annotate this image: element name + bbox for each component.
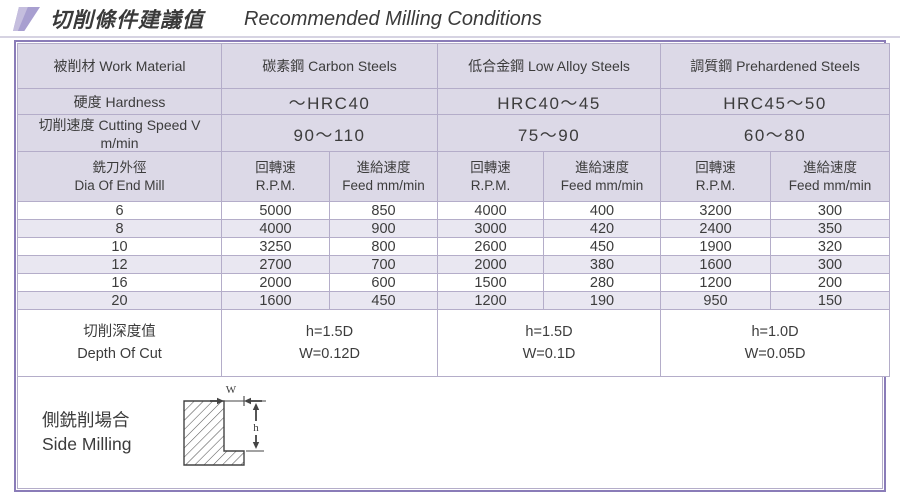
row-hardness: 硬度 Hardness ～HRC40 HRC40～45 HRC45～50 xyxy=(17,88,891,115)
row-column-headers: 銑刀外徑 Dia Of End Mill 回轉速 R.P.M. 進給速度 Feed m… xyxy=(17,151,891,202)
rpm-value: 2000 xyxy=(437,255,545,274)
dia-value: 16 xyxy=(17,273,222,292)
workpiece-shape xyxy=(183,400,245,466)
rpm-value: 2400 xyxy=(660,219,772,238)
table-row-dia-8: 8 4000 900 3000 420 2400 350 xyxy=(17,219,891,238)
title-divider xyxy=(0,36,900,38)
side-milling-label: 側銑削場合 Side Milling xyxy=(42,409,132,454)
page-title-en: Recommended Milling Conditions xyxy=(244,7,542,30)
page-title-zh: 切削條件建議值 xyxy=(50,9,204,32)
hardness-low-alloy: HRC40～45 xyxy=(437,88,662,115)
table-row-dia-6: 6 5000 850 4000 400 3200 300 xyxy=(17,201,891,220)
rpm-value: 1600 xyxy=(221,291,330,310)
feed-value: 380 xyxy=(543,255,662,274)
feed-value: 450 xyxy=(328,291,439,310)
depth-carbon: h=1.5D W=0.12D xyxy=(220,309,439,377)
feed-value: 200 xyxy=(770,273,891,292)
table-row-dia-10: 10 3250 800 2600 450 1900 320 xyxy=(17,237,891,256)
rpm-value: 3250 xyxy=(221,237,330,256)
table-row-dia-20: 20 1600 450 1200 190 950 150 xyxy=(17,291,891,310)
feed-value: 190 xyxy=(543,291,662,310)
feed-header-low-alloy: 進給速度 Feed mm/min xyxy=(543,151,662,202)
dim-width-label: W xyxy=(226,384,237,396)
rpm-value: 1500 xyxy=(437,273,545,292)
feed-value: 400 xyxy=(543,201,662,220)
feed-value: 450 xyxy=(543,237,662,256)
dia-value: 8 xyxy=(17,219,222,238)
feed-value: 420 xyxy=(543,219,662,238)
feed-value: 800 xyxy=(328,237,439,256)
row-work-material: 被削材 Work Material 碳素鋼 Carbon Steels 低合金鋼… xyxy=(17,43,891,89)
cutting-speed-label: 切削速度 Cutting Speed V m/min xyxy=(17,114,222,152)
feed-value: 320 xyxy=(770,237,891,256)
feed-value: 700 xyxy=(328,255,439,274)
row-depth-of-cut: 切削深度值 Depth Of Cut h=1.5D W=0.12D h=1.5D W=… xyxy=(17,309,891,377)
table-row-dia-12: 12 2700 700 2000 380 1600 300 xyxy=(17,255,891,274)
rpm-value: 4000 xyxy=(221,219,330,238)
depth-of-cut-label: 切削深度值 Depth Of Cut xyxy=(17,309,222,377)
rpm-value: 1600 xyxy=(660,255,772,274)
rpm-value: 5000 xyxy=(221,201,330,220)
dim-height-label: h xyxy=(253,422,259,434)
dia-value: 12 xyxy=(17,255,222,274)
rpm-value: 950 xyxy=(660,291,772,310)
rpm-value: 1200 xyxy=(437,291,545,310)
hardness-label: 硬度 Hardness xyxy=(17,88,222,115)
rpm-value: 1200 xyxy=(660,273,772,292)
dia-value: 10 xyxy=(17,237,222,256)
material-low-alloy-steels: 低合金鋼 Low Alloy Steels xyxy=(437,43,662,89)
dia-value: 6 xyxy=(17,201,222,220)
table-row-dia-16: 16 2000 600 1500 280 1200 200 xyxy=(17,273,891,292)
rpm-value: 4000 xyxy=(437,201,545,220)
feed-value: 850 xyxy=(328,201,439,220)
rpm-header-prehardened: 回轉速 R.P.M. xyxy=(660,151,772,202)
rpm-value: 3200 xyxy=(660,201,772,220)
side-milling-diagram: W h xyxy=(168,381,288,486)
speed-low-alloy: 75～90 xyxy=(437,114,662,152)
dia-value: 20 xyxy=(17,291,222,310)
feed-value: 600 xyxy=(328,273,439,292)
material-prehardened-steels: 調質鋼 Prehardened Steels xyxy=(660,43,891,89)
rpm-value: 3000 xyxy=(437,219,545,238)
work-material-label: 被削材 Work Material xyxy=(17,43,222,89)
material-carbon-steels: 碳素鋼 Carbon Steels xyxy=(220,43,439,89)
feed-value: 280 xyxy=(543,273,662,292)
rpm-value: 1900 xyxy=(660,237,772,256)
feed-value: 150 xyxy=(770,291,891,310)
hardness-carbon: ～HRC40 xyxy=(220,88,439,115)
speed-carbon: 90～110 xyxy=(220,114,439,152)
feed-value: 900 xyxy=(328,219,439,238)
rpm-value: 2000 xyxy=(221,273,330,292)
feed-header-prehardened: 進給速度 Feed mm/min xyxy=(770,151,891,202)
row-cutting-speed: 切削速度 Cutting Speed V m/min 90～110 75～90 … xyxy=(17,114,891,152)
section-marker-icon xyxy=(13,7,40,31)
rpm-value: 2700 xyxy=(221,255,330,274)
feed-value: 350 xyxy=(770,219,891,238)
feed-value: 300 xyxy=(770,201,891,220)
feed-header-carbon: 進給速度 Feed mm/min xyxy=(328,151,439,202)
dia-header: 銑刀外徑 Dia Of End Mill xyxy=(17,151,222,202)
depth-prehardened: h=1.0D W=0.05D xyxy=(660,309,891,377)
depth-low-alloy: h=1.5D W=0.1D xyxy=(437,309,662,377)
rpm-value: 2600 xyxy=(437,237,545,256)
page-header: 切削條件建議值 Recommended Milling Conditions xyxy=(0,0,900,36)
milling-conditions-table: 被削材 Work Material 碳素鋼 Carbon Steels 低合金鋼… xyxy=(14,40,891,492)
side-milling-section: 側銑削場合 Side Milling W xyxy=(17,377,883,489)
rpm-header-low-alloy: 回轉速 R.P.M. xyxy=(437,151,545,202)
hardness-prehardened: HRC45～50 xyxy=(660,88,891,115)
feed-value: 300 xyxy=(770,255,891,274)
speed-prehardened: 60～80 xyxy=(660,114,891,152)
rpm-header-carbon: 回轉速 R.P.M. xyxy=(221,151,330,202)
